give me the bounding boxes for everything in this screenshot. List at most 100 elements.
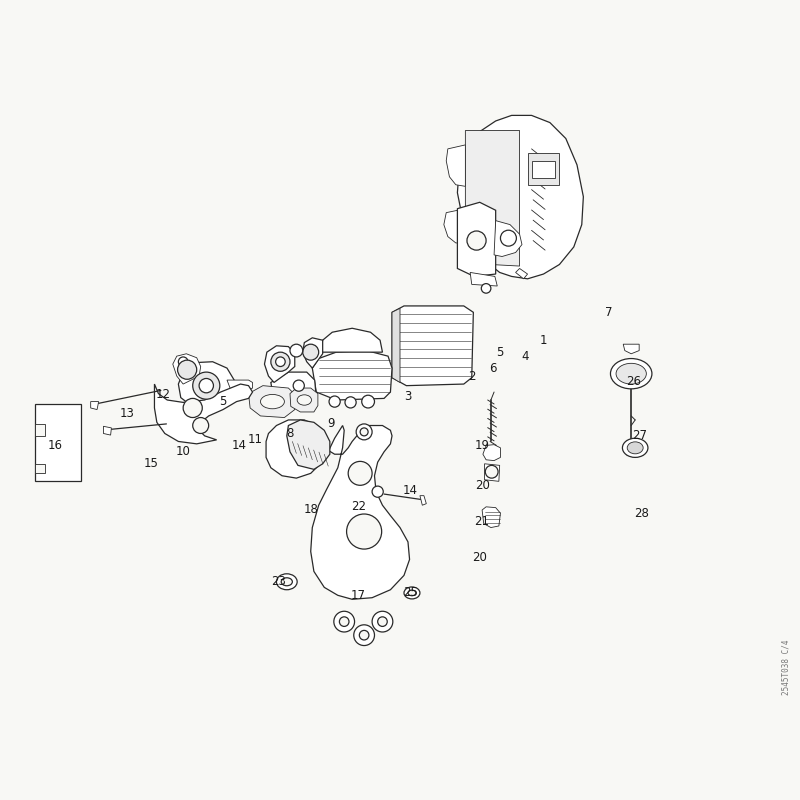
Text: 9: 9 xyxy=(327,418,334,430)
Circle shape xyxy=(486,466,498,478)
Polygon shape xyxy=(266,420,410,599)
Polygon shape xyxy=(485,464,500,482)
Text: 8: 8 xyxy=(286,427,294,440)
Polygon shape xyxy=(178,362,234,408)
Text: 10: 10 xyxy=(176,446,190,458)
Circle shape xyxy=(293,380,304,391)
Polygon shape xyxy=(90,402,98,410)
Text: 17: 17 xyxy=(351,589,366,602)
Text: 28: 28 xyxy=(634,506,649,520)
Circle shape xyxy=(334,611,354,632)
Polygon shape xyxy=(444,209,466,243)
Circle shape xyxy=(199,378,214,393)
Circle shape xyxy=(178,360,197,379)
Polygon shape xyxy=(470,273,498,286)
Ellipse shape xyxy=(282,578,292,586)
Text: 5: 5 xyxy=(219,395,226,408)
Circle shape xyxy=(276,357,286,366)
Polygon shape xyxy=(35,464,46,474)
Circle shape xyxy=(360,428,368,436)
Ellipse shape xyxy=(627,442,643,454)
Circle shape xyxy=(329,396,340,407)
Text: 1: 1 xyxy=(540,334,547,346)
Polygon shape xyxy=(154,384,253,444)
Ellipse shape xyxy=(261,394,285,409)
Circle shape xyxy=(356,424,372,440)
Polygon shape xyxy=(623,344,639,354)
Ellipse shape xyxy=(297,395,311,405)
Text: 14: 14 xyxy=(403,483,418,497)
Text: 4: 4 xyxy=(522,350,529,362)
Circle shape xyxy=(193,372,220,399)
Text: 12: 12 xyxy=(156,388,170,401)
Polygon shape xyxy=(446,145,466,186)
Polygon shape xyxy=(290,388,318,412)
Polygon shape xyxy=(227,380,253,390)
Text: 21: 21 xyxy=(474,514,490,528)
Circle shape xyxy=(359,630,369,640)
Text: 2545T038 C/4: 2545T038 C/4 xyxy=(782,639,790,695)
Circle shape xyxy=(378,617,387,626)
Circle shape xyxy=(372,486,383,498)
Text: 26: 26 xyxy=(626,375,641,388)
Polygon shape xyxy=(482,507,501,527)
Polygon shape xyxy=(531,161,555,178)
Ellipse shape xyxy=(610,358,652,389)
Ellipse shape xyxy=(404,587,420,599)
Text: 7: 7 xyxy=(605,306,613,319)
Text: 22: 22 xyxy=(351,499,366,513)
Polygon shape xyxy=(466,130,519,266)
Circle shape xyxy=(345,397,356,408)
Circle shape xyxy=(178,357,188,366)
Polygon shape xyxy=(515,269,527,279)
Circle shape xyxy=(290,344,302,357)
Polygon shape xyxy=(286,420,330,470)
Polygon shape xyxy=(271,372,316,408)
Circle shape xyxy=(482,284,491,293)
Text: 18: 18 xyxy=(303,502,318,516)
Polygon shape xyxy=(494,221,522,257)
Text: 23: 23 xyxy=(271,575,286,588)
Text: 27: 27 xyxy=(632,430,646,442)
Text: 20: 20 xyxy=(474,479,490,492)
Text: 19: 19 xyxy=(474,439,490,452)
Text: 5: 5 xyxy=(496,346,503,358)
Polygon shape xyxy=(312,350,392,400)
Circle shape xyxy=(339,617,349,626)
Polygon shape xyxy=(458,202,496,277)
Polygon shape xyxy=(392,306,474,386)
Circle shape xyxy=(193,418,209,434)
Text: 25: 25 xyxy=(403,586,418,599)
Ellipse shape xyxy=(616,363,646,384)
Circle shape xyxy=(271,352,290,371)
Circle shape xyxy=(346,514,382,549)
Circle shape xyxy=(183,398,202,418)
Text: 15: 15 xyxy=(144,458,158,470)
Circle shape xyxy=(372,611,393,632)
Polygon shape xyxy=(420,496,426,506)
Polygon shape xyxy=(35,404,81,482)
Text: 2: 2 xyxy=(468,370,475,382)
Ellipse shape xyxy=(277,574,297,590)
Polygon shape xyxy=(173,354,201,384)
Circle shape xyxy=(501,230,516,246)
Text: 16: 16 xyxy=(48,439,63,452)
Polygon shape xyxy=(527,153,559,185)
Polygon shape xyxy=(103,426,111,435)
Polygon shape xyxy=(320,328,382,352)
Circle shape xyxy=(354,625,374,646)
Circle shape xyxy=(302,344,318,360)
Polygon shape xyxy=(35,424,46,436)
Polygon shape xyxy=(265,346,294,382)
Text: 13: 13 xyxy=(120,407,134,420)
Circle shape xyxy=(362,395,374,408)
Polygon shape xyxy=(483,445,501,461)
Polygon shape xyxy=(392,308,400,382)
Polygon shape xyxy=(458,115,583,279)
Circle shape xyxy=(348,462,372,486)
Text: 11: 11 xyxy=(247,434,262,446)
Text: 20: 20 xyxy=(472,550,487,563)
Polygon shape xyxy=(249,386,296,418)
Text: 6: 6 xyxy=(490,362,497,374)
Text: 14: 14 xyxy=(231,439,246,452)
